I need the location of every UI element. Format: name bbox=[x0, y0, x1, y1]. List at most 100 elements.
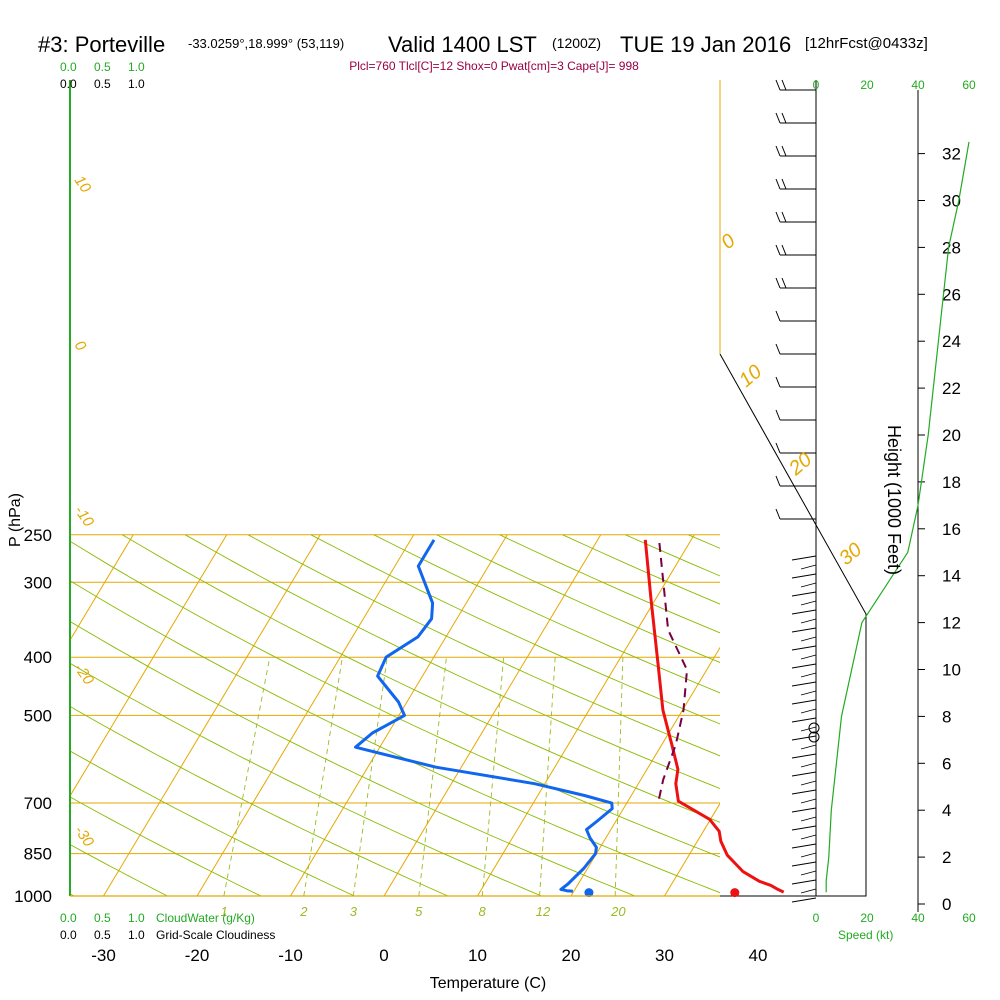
wind-barb-low bbox=[800, 636, 817, 642]
calm-wind-circle bbox=[808, 722, 820, 734]
dry-adiabat-label: -30 bbox=[71, 823, 98, 851]
temperature-tick-label: 30 bbox=[655, 946, 674, 965]
pressure-tick-label: 300 bbox=[24, 573, 52, 592]
wind-barb-flag bbox=[775, 145, 781, 157]
cloudwater-tick-1: 0.5 bbox=[94, 911, 111, 925]
wind-barb-low bbox=[800, 654, 817, 660]
wind-barb-low bbox=[791, 825, 817, 831]
temperature-tick-label: -10 bbox=[278, 946, 303, 965]
temperature-tick-label: -30 bbox=[91, 946, 116, 965]
wind-barb-flag bbox=[775, 376, 781, 388]
mixing-ratio-label: 20 bbox=[610, 904, 626, 919]
wind-barb-low bbox=[800, 600, 817, 606]
wind-barb-flag bbox=[775, 178, 781, 190]
surface-dewpoint-point bbox=[584, 888, 594, 898]
pressure-tick-label: 400 bbox=[24, 648, 52, 667]
wind-barb-low bbox=[800, 816, 817, 822]
mixing-ratio-line bbox=[223, 657, 271, 896]
wind-barb-low bbox=[800, 834, 817, 840]
cloudwater-tick-top-1: 0.5 bbox=[94, 60, 111, 74]
dry-adiabat-line bbox=[310, 534, 720, 725]
wind-barb-low bbox=[800, 726, 817, 732]
height-tick-label: 20 bbox=[942, 426, 961, 445]
grid-layer bbox=[70, 534, 1000, 896]
dry-adiabat-line bbox=[751, 535, 1000, 896]
pressure-tick-label: 700 bbox=[24, 794, 52, 813]
x-axis-title: Temperature (C) bbox=[430, 975, 546, 992]
temperature-tick-label: 20 bbox=[562, 946, 581, 965]
wind-barb-low bbox=[800, 762, 817, 768]
speed-tick-0: 0 bbox=[813, 911, 820, 925]
dewpoint-profile bbox=[354, 539, 614, 893]
cloudiness-tick-0: 0.0 bbox=[60, 928, 77, 942]
temperature-tick-label: -20 bbox=[185, 946, 210, 965]
wind-barb-flag bbox=[775, 79, 781, 91]
mixing-ratio-label: 1 bbox=[221, 904, 228, 919]
dry-adiabat-line bbox=[70, 540, 720, 858]
speed-tick-top-2: 40 bbox=[911, 78, 925, 92]
isotherm-line bbox=[570, 646, 720, 896]
wind-barb-low bbox=[800, 798, 817, 804]
wind-barb-low bbox=[791, 771, 817, 777]
wind-barb-low bbox=[791, 879, 817, 885]
wind-barb-flag bbox=[775, 310, 781, 322]
cloudiness-tick-top-2: 1.0 bbox=[128, 77, 145, 91]
wind-barb-low bbox=[791, 681, 817, 687]
isotherm-label: 30 bbox=[835, 539, 866, 570]
dry-adiabat-line bbox=[70, 844, 168, 896]
wind-barb-low bbox=[791, 807, 817, 813]
height-tick-label: 10 bbox=[942, 661, 961, 680]
mixing-ratio-line bbox=[418, 657, 447, 896]
isotherm-line bbox=[70, 534, 228, 797]
dry-adiabat-label: -20 bbox=[71, 661, 98, 689]
dry-adiabat-line bbox=[122, 534, 720, 823]
dry-adiabat-line bbox=[436, 534, 720, 663]
wind-barb-flag bbox=[781, 178, 787, 190]
wind-barb-flag bbox=[775, 475, 781, 487]
wind-barb-flag bbox=[775, 409, 781, 421]
wind-barb-low bbox=[791, 753, 817, 759]
wind-barb-low bbox=[791, 861, 817, 867]
wind-barb-low bbox=[800, 780, 817, 786]
height-tick-label: 24 bbox=[942, 332, 961, 351]
height-tick-label: 26 bbox=[942, 285, 961, 304]
wind-barb-low bbox=[791, 627, 817, 633]
mixing-ratio-line bbox=[614, 657, 624, 896]
dry-adiabat-label: 10 bbox=[71, 173, 95, 197]
wind-barb-low bbox=[800, 582, 817, 588]
mixing-ratio-label: 5 bbox=[415, 904, 423, 919]
cloudiness-tick-2: 1.0 bbox=[128, 928, 145, 942]
isotherm-line bbox=[290, 534, 508, 896]
height-tick-label: 16 bbox=[942, 520, 961, 539]
dry-adiabat-line bbox=[70, 750, 355, 896]
temperature-profile bbox=[643, 539, 785, 894]
wind-barb-low bbox=[791, 555, 817, 561]
wind-barb-low bbox=[791, 591, 817, 597]
dry-adiabat-line bbox=[70, 662, 542, 896]
cloudiness-tick-1: 0.5 bbox=[94, 928, 111, 942]
isotherm-line bbox=[196, 534, 415, 896]
wind-barb-flag bbox=[781, 211, 787, 223]
dry-adiabat-line bbox=[247, 534, 720, 757]
wind-barb-flag bbox=[775, 508, 781, 520]
parcel-trace bbox=[657, 542, 688, 800]
dry-adiabat-line bbox=[70, 705, 449, 896]
wind-barb-low bbox=[791, 735, 817, 741]
height-tick-label: 12 bbox=[942, 614, 961, 633]
speed-tick-top-3: 60 bbox=[962, 78, 976, 92]
height-axis-title: Height (1000 Feet) bbox=[884, 425, 904, 575]
data-layer bbox=[354, 539, 785, 898]
dry-adiabat-line bbox=[688, 534, 720, 549]
speed-tick-1: 20 bbox=[860, 911, 874, 925]
dry-adiabat-line bbox=[70, 580, 720, 894]
mixing-ratio-label: 12 bbox=[536, 904, 551, 919]
wind-barb-low bbox=[800, 690, 817, 696]
pressure-tick-label: 850 bbox=[24, 845, 52, 864]
wind-barb-flag bbox=[781, 145, 787, 157]
speed-tick-top-1: 20 bbox=[860, 78, 874, 92]
wind-barb-flag bbox=[775, 211, 781, 223]
height-tick-label: 8 bbox=[942, 707, 951, 726]
surface-temperature-point bbox=[730, 888, 740, 898]
wind-barb-flag bbox=[781, 112, 787, 124]
